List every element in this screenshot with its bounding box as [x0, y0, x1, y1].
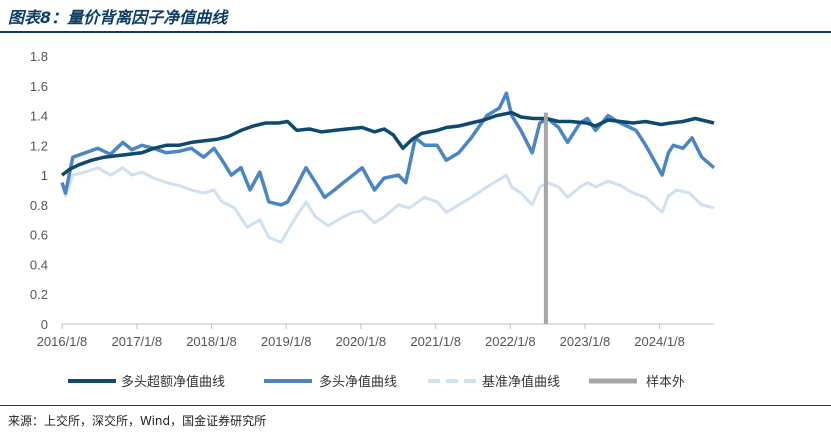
y-tick-label: 0.8	[30, 198, 48, 213]
x-tick-label: 2022/1/8	[485, 334, 536, 349]
legend-label: 多头净值曲线	[319, 374, 397, 390]
legend-label: 基准净值曲线	[482, 374, 560, 390]
x-tick-label: 2018/1/8	[186, 334, 237, 349]
x-tick-label: 2016/1/8	[37, 334, 88, 349]
y-tick-label: 1.6	[30, 79, 48, 94]
x-tick-label: 2017/1/8	[112, 334, 163, 349]
chart-title: 图表8：量价背离因子净值曲线	[8, 8, 228, 27]
y-tick-label: 0	[41, 317, 48, 332]
y-tick-label: 0.4	[30, 257, 48, 272]
x-tick-label: 2024/1/8	[634, 334, 685, 349]
out-of-sample-marker	[543, 112, 548, 324]
y-tick-label: 0.2	[30, 287, 48, 302]
y-tick-label: 1.8	[30, 49, 48, 64]
y-tick-label: 1	[41, 168, 48, 183]
title-divider	[0, 31, 831, 33]
footer-divider	[0, 405, 831, 406]
y-tick-label: 1.2	[30, 138, 48, 153]
x-tick-label: 2020/1/8	[335, 334, 386, 349]
y-tick-label: 1.4	[30, 109, 48, 124]
series-line-long	[60, 91, 716, 207]
x-tick-label: 2019/1/8	[261, 334, 312, 349]
source-note: 来源：上交所，深交所，Wind，国金证券研究所	[8, 414, 267, 428]
series-line-excess	[60, 110, 715, 177]
series-line-benchmark	[60, 166, 715, 244]
legend-label: 样本外	[646, 375, 685, 390]
y-tick-label: 0.6	[30, 228, 48, 243]
x-tick-label: 2021/1/8	[410, 334, 461, 349]
x-tick-label: 2023/1/8	[560, 334, 611, 349]
legend-label: 多头超额净值曲线	[121, 374, 225, 390]
